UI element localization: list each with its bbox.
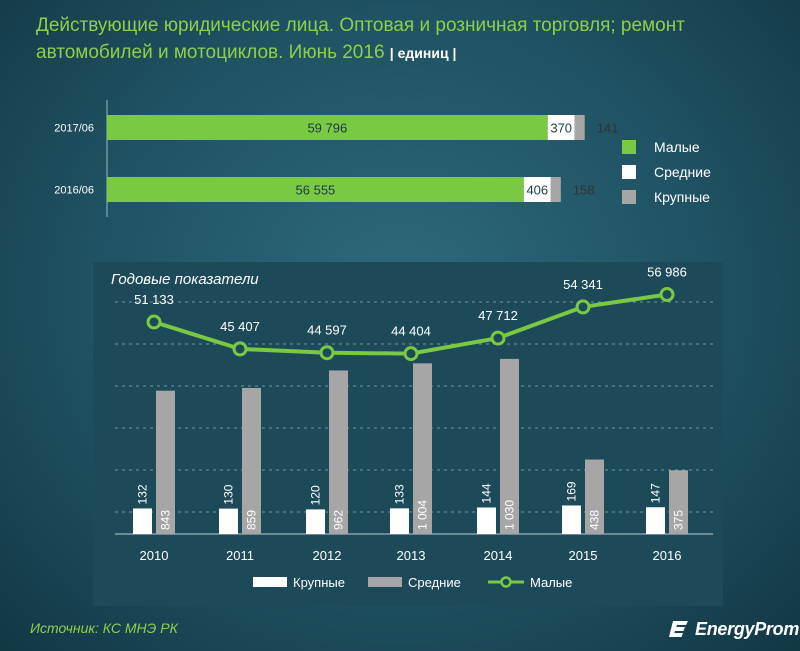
- data-label: 1 004: [416, 500, 430, 530]
- data-label: 370: [550, 121, 572, 136]
- legend-swatch: [622, 165, 636, 179]
- x-tick-label: 2010: [140, 548, 169, 563]
- point-Малые: [232, 341, 248, 357]
- point-Малые: [146, 314, 162, 330]
- data-label: 47 712: [478, 308, 518, 323]
- bar-Средние: [413, 363, 432, 534]
- bar-Крупные: [306, 509, 325, 534]
- bar-Крупные: [646, 507, 665, 534]
- bar-Малые: [107, 115, 548, 140]
- page-title: Действующие юридические лица. Оптовая и …: [36, 12, 776, 67]
- bar-Крупные: [133, 508, 152, 534]
- data-label: 144: [480, 483, 494, 503]
- x-tick-label: 2013: [397, 548, 426, 563]
- data-label: 45 407: [220, 319, 260, 334]
- point-Малые: [575, 299, 591, 315]
- data-label: 51 133: [134, 292, 174, 307]
- bar-Крупные: [574, 115, 585, 140]
- legend-label: Малые: [530, 575, 572, 590]
- data-label: 147: [649, 483, 663, 503]
- bar-Средние: [156, 390, 175, 534]
- bar-Средние: [669, 470, 688, 534]
- data-label: 1 030: [503, 500, 517, 530]
- title-unit: | единиц |: [389, 45, 457, 61]
- legend-swatch: [622, 190, 636, 204]
- bar-Крупные: [219, 508, 238, 534]
- data-label: 120: [309, 485, 323, 505]
- x-tick-label: 2015: [569, 548, 598, 563]
- data-label: 859: [245, 510, 259, 530]
- bar-Крупные: [477, 507, 496, 534]
- data-label: 158: [573, 183, 595, 198]
- legend-label: Крупные: [654, 189, 710, 205]
- legend-label: Малые: [654, 139, 700, 155]
- x-tick-label: 2011: [226, 548, 254, 563]
- bar-Крупные: [562, 505, 581, 534]
- x-tick-label: 2014: [484, 548, 513, 563]
- logo-icon: [669, 621, 688, 637]
- data-label: 406: [526, 183, 548, 198]
- data-label: 169: [565, 481, 579, 501]
- annual-chart-panel: Годовые показатели 132 843 2010 130 859 2011 12…: [93, 262, 723, 606]
- legend-marker: [500, 576, 512, 588]
- chart-title: Годовые показатели: [111, 271, 259, 288]
- bar-Крупные: [390, 508, 409, 534]
- category-label: 2016/06: [54, 185, 94, 197]
- point-Малые: [659, 286, 675, 302]
- logo-text: EnergyProm: [695, 618, 800, 639]
- bar-Средние: [242, 387, 261, 534]
- bar-Крупные: [550, 177, 561, 202]
- logo: EnergyProm: [668, 618, 799, 640]
- data-label: 962: [332, 510, 346, 530]
- data-label: 56 555: [296, 183, 336, 198]
- x-tick-label: 2016: [653, 548, 682, 563]
- legend-swatch: [368, 577, 402, 587]
- data-label: 133: [393, 484, 407, 504]
- data-label: 141: [597, 121, 619, 136]
- bar-Средние: [547, 115, 575, 140]
- data-label: 132: [136, 484, 150, 504]
- data-label: 56 986: [647, 264, 687, 279]
- legend-label: Средние: [654, 164, 711, 180]
- stacked-bar-chart: 2017/06 59 796 370 141 2016/06 56 555 406 158 Ма…: [54, 100, 711, 217]
- point-Малые: [403, 346, 419, 362]
- data-label: 438: [588, 510, 602, 530]
- title-text: Действующие юридические лица. Оптовая и …: [36, 15, 685, 63]
- x-tick-label: 2012: [313, 548, 342, 563]
- source-note: Источник: КС МНЭ РК: [30, 620, 178, 636]
- annual-combo-chart: Годовые показатели 132 843 2010 130 859 2011 12…: [111, 264, 713, 590]
- legend-swatch: [253, 577, 287, 587]
- data-label: 54 341: [563, 277, 603, 292]
- bar-Малые: [107, 177, 524, 202]
- point-Малые: [319, 345, 335, 361]
- data-label: 44 404: [391, 324, 431, 339]
- category-label: 2017/06: [54, 123, 94, 135]
- legend-label: Средние: [408, 575, 461, 590]
- bar-Средние: [500, 358, 519, 534]
- point-Малые: [490, 330, 506, 346]
- bar-Средние: [585, 459, 604, 534]
- legend-label: Крупные: [293, 575, 345, 590]
- data-label: 843: [159, 510, 173, 530]
- data-label: 375: [672, 510, 686, 530]
- bar-Средние: [329, 370, 348, 534]
- bar-Средние: [523, 177, 551, 202]
- legend-swatch: [622, 140, 636, 154]
- data-label: 130: [222, 484, 236, 504]
- data-label: 59 796: [307, 121, 347, 136]
- data-label: 44 597: [307, 323, 347, 338]
